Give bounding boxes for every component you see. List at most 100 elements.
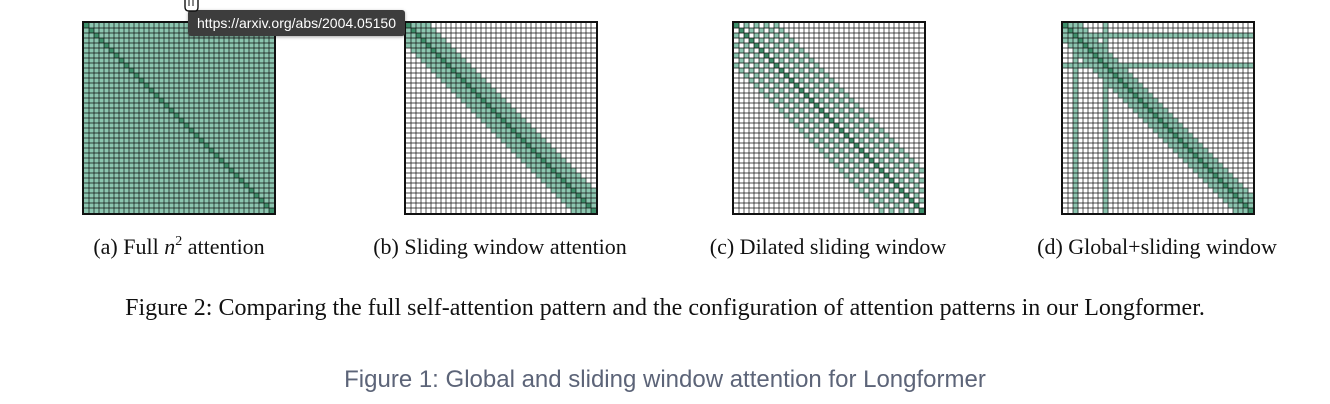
diagonal-cell: [1218, 178, 1224, 184]
attended-cell: [254, 68, 260, 74]
attended-cell: [139, 83, 145, 89]
attended-cell: [501, 103, 507, 109]
attended-cell: [154, 98, 160, 104]
attended-cell: [179, 73, 185, 79]
diagonal-cell: [134, 73, 140, 79]
attended-cell: [184, 138, 190, 144]
attended-cell: [546, 158, 552, 164]
attended-cell: [189, 113, 195, 119]
attended-cell: [159, 133, 165, 139]
attended-cell: [139, 183, 145, 189]
attended-cell: [129, 38, 135, 44]
attended-cell: [1158, 133, 1164, 139]
attended-cell: [209, 133, 215, 139]
attended-cell: [104, 113, 110, 119]
attended-cell: [1198, 148, 1204, 154]
attended-cell: [1063, 33, 1069, 39]
attended-cell: [264, 133, 270, 139]
attended-cell: [214, 138, 220, 144]
attended-cell: [1103, 123, 1109, 129]
attended-cell: [129, 48, 135, 54]
attended-cell: [139, 43, 145, 49]
diagonal-cell: [794, 83, 800, 89]
attended-cell: [174, 133, 180, 139]
attended-cell: [234, 108, 240, 114]
attended-cell: [249, 68, 255, 74]
attended-cell: [239, 163, 245, 169]
attended-cell: [754, 33, 760, 39]
attended-cell: [809, 138, 815, 144]
attended-cell: [1213, 33, 1219, 39]
attended-cell: [129, 153, 135, 159]
attended-cell: [909, 208, 915, 214]
attended-cell: [104, 123, 110, 129]
attended-cell: [94, 188, 100, 194]
attended-cell: [134, 148, 140, 154]
attended-cell: [486, 113, 492, 119]
attended-cell: [849, 148, 855, 154]
diagonal-cell: [1183, 143, 1189, 149]
attended-cell: [139, 98, 145, 104]
label-dilated-window: (c) Dilated sliding window: [709, 234, 947, 259]
attended-cell: [416, 43, 422, 49]
attended-cell: [249, 203, 255, 209]
attended-cell: [224, 118, 230, 124]
attended-cell: [129, 53, 135, 59]
attended-cell: [1073, 183, 1079, 189]
attended-cell: [249, 168, 255, 174]
label-full-suffix: attention: [182, 234, 265, 259]
attended-cell: [784, 83, 790, 89]
attended-cell: [511, 143, 517, 149]
diagonal-cell: [466, 83, 472, 89]
attended-cell: [94, 113, 100, 119]
attended-cell: [506, 138, 512, 144]
attended-cell: [164, 93, 170, 99]
attended-cell: [249, 83, 255, 89]
attended-cell: [551, 173, 557, 179]
attended-cell: [1073, 188, 1079, 194]
attended-cell: [471, 78, 477, 84]
attended-cell: [521, 118, 527, 124]
attended-cell: [264, 183, 270, 189]
diagonal-cell: [124, 63, 130, 69]
attended-cell: [144, 193, 150, 199]
attended-cell: [179, 173, 185, 179]
attended-cell: [229, 208, 235, 214]
attended-cell: [179, 178, 185, 184]
attended-cell: [734, 53, 740, 59]
attended-cell: [99, 198, 105, 204]
attended-cell: [491, 88, 497, 94]
attended-cell: [561, 193, 567, 199]
attended-cell: [189, 198, 195, 204]
attended-cell: [159, 48, 165, 54]
attended-cell: [1073, 63, 1079, 69]
attended-cell: [174, 58, 180, 64]
attended-cell: [94, 83, 100, 89]
attended-cell: [229, 48, 235, 54]
attended-cell: [224, 153, 230, 159]
attended-cell: [1088, 33, 1094, 39]
attended-cell: [234, 208, 240, 214]
attended-cell: [446, 78, 452, 84]
attended-cell: [234, 58, 240, 64]
attended-cell: [84, 148, 90, 154]
attended-cell: [114, 103, 120, 109]
attended-cell: [94, 93, 100, 99]
attended-cell: [244, 158, 250, 164]
attended-cell: [139, 168, 145, 174]
attended-cell: [819, 138, 825, 144]
attended-cell: [784, 113, 790, 119]
attended-cell: [426, 58, 432, 64]
attended-cell: [119, 188, 125, 194]
diagonal-cell: [511, 128, 517, 134]
attended-cell: [814, 143, 820, 149]
attended-cell: [224, 148, 230, 154]
attended-cell: [109, 153, 115, 159]
attended-cell: [194, 63, 200, 69]
attended-cell: [164, 118, 170, 124]
attended-cell: [521, 143, 527, 149]
diagonal-cell: [1088, 48, 1094, 54]
diagonal-cell: [481, 98, 487, 104]
attended-cell: [144, 63, 150, 69]
attended-cell: [119, 208, 125, 214]
